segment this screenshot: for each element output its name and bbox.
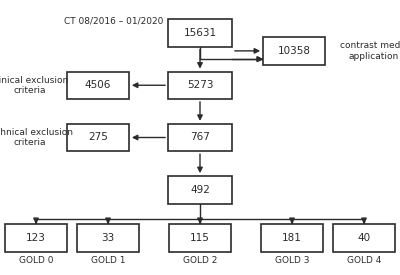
FancyBboxPatch shape <box>67 124 129 151</box>
FancyBboxPatch shape <box>168 19 232 47</box>
FancyBboxPatch shape <box>168 72 232 99</box>
FancyBboxPatch shape <box>169 224 231 252</box>
Text: GOLD 3: GOLD 3 <box>275 256 309 265</box>
Text: 492: 492 <box>190 185 210 195</box>
Text: contrast media
application: contrast media application <box>340 41 400 60</box>
FancyBboxPatch shape <box>5 224 67 252</box>
Text: clinical exclusion
criteria: clinical exclusion criteria <box>0 76 69 95</box>
FancyBboxPatch shape <box>67 72 129 99</box>
FancyBboxPatch shape <box>261 224 323 252</box>
Text: 5273: 5273 <box>187 80 213 90</box>
Text: 10358: 10358 <box>278 46 310 56</box>
FancyBboxPatch shape <box>168 176 232 204</box>
Text: 15631: 15631 <box>184 28 216 38</box>
Text: 115: 115 <box>190 233 210 243</box>
Text: GOLD 1: GOLD 1 <box>91 256 125 265</box>
Text: 33: 33 <box>101 233 115 243</box>
Text: GOLD 0: GOLD 0 <box>19 256 53 265</box>
Text: GOLD 4: GOLD 4 <box>347 256 381 265</box>
Text: CT 08/2016 – 01/2020: CT 08/2016 – 01/2020 <box>64 16 164 25</box>
FancyBboxPatch shape <box>168 124 232 151</box>
Text: 4506: 4506 <box>85 80 111 90</box>
FancyBboxPatch shape <box>77 224 139 252</box>
Text: 767: 767 <box>190 133 210 142</box>
Text: 40: 40 <box>358 233 370 243</box>
Text: technical exclusion
criteria: technical exclusion criteria <box>0 128 74 147</box>
FancyBboxPatch shape <box>333 224 395 252</box>
Text: 275: 275 <box>88 133 108 142</box>
Text: 123: 123 <box>26 233 46 243</box>
Text: 181: 181 <box>282 233 302 243</box>
Text: GOLD 2: GOLD 2 <box>183 256 217 265</box>
FancyBboxPatch shape <box>263 37 325 65</box>
